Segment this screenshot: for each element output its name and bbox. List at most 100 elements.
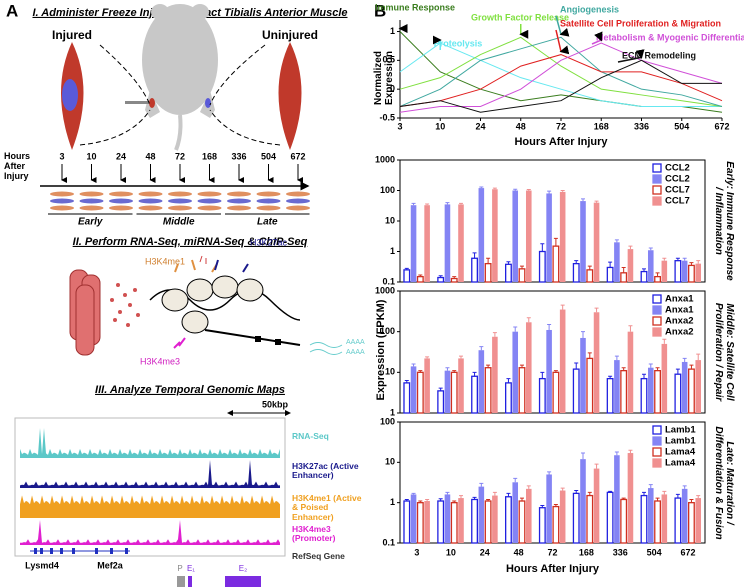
section-title: III. Analyze Temporal Genomic Maps [95,384,285,396]
side-label: Late: Maturation / Differentiation & Fus… [713,425,735,540]
series-annotation: Immune Response [375,2,455,12]
y-axis-label: Normalized Expression [373,51,395,105]
bar [620,272,628,283]
x-tick-label: 336 [634,121,649,131]
injured-label: Injured [52,28,92,42]
error-bar [608,375,613,379]
histone-mark: H3K4me1 [145,256,185,266]
y-tick-label: 1 [390,26,395,36]
series-annotation: ECM Remodeling [622,50,696,60]
track-label: RNA-Seq [292,431,329,441]
error-bar [574,260,579,264]
bar [681,361,688,413]
error-bar [689,262,694,266]
error-bar [438,387,443,391]
series-line [399,36,723,107]
element-box [188,576,192,587]
series-annotation: Satellite Cell Proliferation & Migration [560,18,721,28]
x-tick-label: 168 [594,121,609,131]
exon [34,548,37,554]
legend-swatch [652,196,662,206]
bar [492,495,498,543]
error-bar [445,202,450,205]
error-bar [587,265,592,270]
legend-label: CCL2 [665,163,690,174]
error-bar [425,356,430,359]
y-tick-label: 0.5 [382,55,395,65]
exon [72,548,75,554]
section-title: II. Perform RNA-Seq, miRNA-Seq & ChIP-Se… [73,236,308,248]
muscle-fiber [168,205,192,211]
bar [627,249,634,282]
error-bar [459,202,463,205]
error-bar [621,266,626,273]
bar [437,500,445,544]
error-bar [404,267,409,270]
x-tick-label: 24 [475,121,485,131]
x-tick-label: 48 [516,121,526,131]
error-bar [547,190,552,194]
bar [552,245,560,283]
error-bar [662,490,667,495]
bar [437,276,445,283]
error-bar [621,367,626,371]
series-annotation: Metabolism & Myogenic Differentiation [596,32,744,42]
bar [525,488,532,543]
phase-label: Early [78,217,103,228]
series-line [399,42,722,107]
annotation-arrow [555,29,570,55]
error-bar [513,477,518,483]
bar [586,494,594,544]
muscle-fiber [79,198,104,204]
gene-label: Lysmd4 [25,560,59,570]
error-bar [472,496,477,500]
error-bar [547,324,552,330]
bar [525,190,532,282]
error-bar [486,498,491,501]
bar [640,494,648,544]
error-bar [418,500,423,503]
y-tick-label: 100 [380,416,395,426]
exon [60,548,63,554]
muscle-fiber [50,198,74,204]
bar [518,268,526,283]
error-bar [574,362,579,370]
bar [688,264,695,283]
bar [627,453,634,543]
legend-label: Anxa2 [665,327,694,338]
track-label: H3K4me1 (Active & Poised Enhancer) [292,493,362,522]
bar [410,205,417,282]
series-line [399,54,723,107]
bar [614,455,620,543]
x-axis-label: Hours After Injury [514,136,608,148]
bar [647,250,654,282]
muscle-fiber [286,191,310,197]
bar [450,371,458,414]
x-tick-label: 3 [397,121,402,131]
error-bar [540,371,545,379]
track-label: RefSeq Gene [292,551,345,561]
series-line [399,59,722,113]
bar [424,358,430,413]
muscle-fiber [256,205,281,211]
error-bar [472,252,477,259]
timeline-hour: 3 [59,151,64,161]
bar [518,500,526,544]
annotation-arrow [617,49,645,63]
error-bar [581,331,585,338]
bar [424,500,430,543]
bar [403,382,411,414]
exon [110,548,113,554]
error-bar [526,317,531,323]
bar [546,474,552,543]
y-tick-label: 1 [390,407,395,417]
phase-label: Late [257,217,278,228]
bar [458,358,464,413]
error-bar [452,370,457,373]
error-bar [520,265,524,269]
error-bar [411,363,416,367]
error-bar [459,355,463,359]
error-bar [520,497,524,501]
muscle-fiber [197,205,222,211]
track-signal [20,428,280,458]
